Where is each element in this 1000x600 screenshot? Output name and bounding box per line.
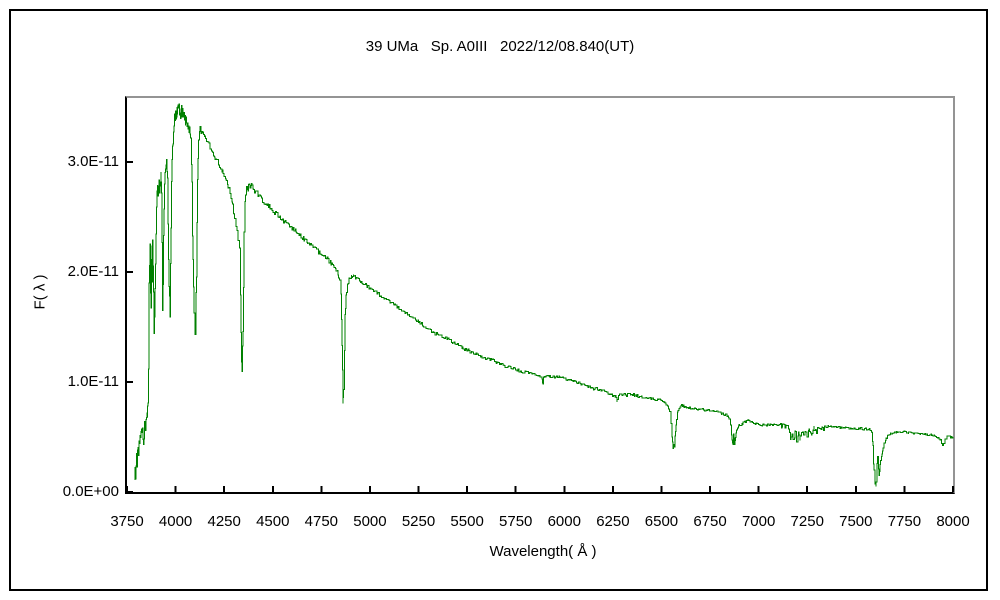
- x-axis-label: Wavelength( Å ): [489, 543, 597, 560]
- x-tick-label: 7000: [741, 513, 776, 530]
- x-tick-label: 6000: [547, 513, 581, 530]
- x-tick-label: 6750: [693, 513, 727, 530]
- x-tick-label: 5750: [499, 513, 533, 530]
- x-tick-label: 5500: [450, 513, 484, 530]
- x-tick-label: 4500: [256, 513, 290, 530]
- x-tick-label: 4750: [304, 513, 339, 530]
- chart-title: 39 UMa Sp. A0III 2022/12/08.840(UT): [365, 38, 635, 55]
- plot-frame: [125, 96, 955, 494]
- x-tick-label: 4250: [207, 513, 241, 530]
- x-tick-label: 8000: [936, 513, 970, 530]
- x-tick-label: 7250: [790, 513, 824, 530]
- y-tick-label: 3.0E-11: [67, 153, 119, 170]
- x-tick-label: 5000: [353, 513, 387, 530]
- x-tick-label: 5250: [401, 513, 436, 530]
- x-tick-label: 6500: [644, 513, 679, 530]
- x-tick-label: 4000: [158, 513, 193, 530]
- y-tick-label: 2.0E-11: [67, 263, 119, 280]
- spectrum-line: [134, 103, 954, 487]
- x-tick-label: 7500: [839, 513, 873, 530]
- y-tick-label: 0.0E+00: [62, 483, 119, 500]
- x-tick-label: 3750: [110, 513, 144, 530]
- x-tick-label: 7750: [887, 513, 922, 530]
- outer-border: [9, 9, 988, 591]
- x-tick-label: 6250: [596, 513, 630, 530]
- y-tick-label: 1.0E-11: [67, 373, 119, 390]
